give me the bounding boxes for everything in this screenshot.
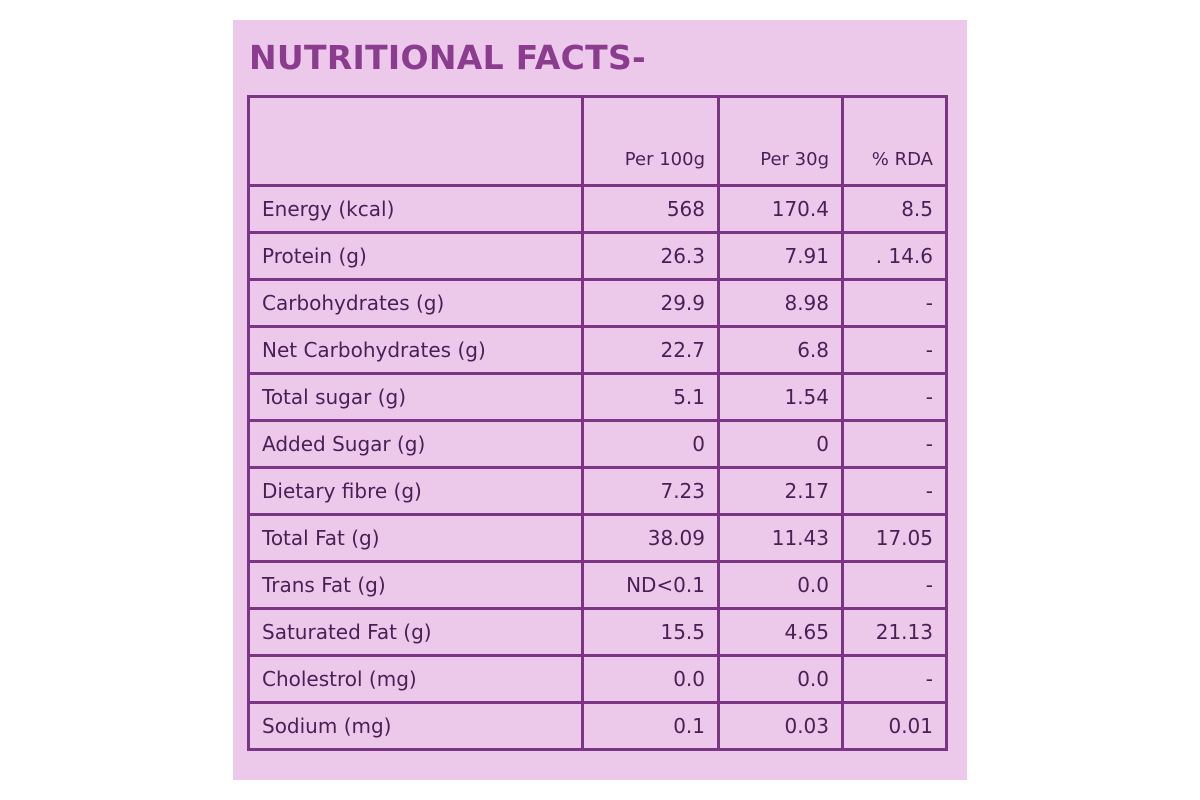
table-row: Cholestrol (mg) 0.0 0.0 - xyxy=(249,656,947,703)
value-per-30g: 2.17 xyxy=(719,468,843,515)
value-per-30g: 0 xyxy=(719,421,843,468)
value-per-30g: 0.0 xyxy=(719,656,843,703)
value-rda: - xyxy=(843,562,947,609)
table-row: Dietary fibre (g) 7.23 2.17 - xyxy=(249,468,947,515)
value-rda: - xyxy=(843,280,947,327)
value-rda: - xyxy=(843,468,947,515)
value-per-100g: 568 xyxy=(583,186,719,233)
header-rda: % RDA xyxy=(843,97,947,186)
nutrient-label: Total sugar (g) xyxy=(249,374,583,421)
nutrient-label: Cholestrol (mg) xyxy=(249,656,583,703)
page-title: NUTRITIONAL FACTS- xyxy=(249,38,646,77)
value-per-30g: 4.65 xyxy=(719,609,843,656)
value-rda: - xyxy=(843,327,947,374)
value-per-30g: 170.4 xyxy=(719,186,843,233)
value-rda: . 14.6 xyxy=(843,233,947,280)
nutrient-label: Net Carbohydrates (g) xyxy=(249,327,583,374)
value-per-30g: 11.43 xyxy=(719,515,843,562)
value-per-100g: 22.7 xyxy=(583,327,719,374)
value-per-30g: 8.98 xyxy=(719,280,843,327)
value-per-100g: ND<0.1 xyxy=(583,562,719,609)
header-per-100g: Per 100g xyxy=(583,97,719,186)
value-per-100g: 5.1 xyxy=(583,374,719,421)
nutrient-label: Trans Fat (g) xyxy=(249,562,583,609)
value-per-100g: 0.1 xyxy=(583,703,719,750)
table-row: Trans Fat (g) ND<0.1 0.0 - xyxy=(249,562,947,609)
value-per-100g: 0.0 xyxy=(583,656,719,703)
value-per-30g: 6.8 xyxy=(719,327,843,374)
nutrient-label: Saturated Fat (g) xyxy=(249,609,583,656)
nutrient-label: Sodium (mg) xyxy=(249,703,583,750)
value-per-30g: 7.91 xyxy=(719,233,843,280)
nutrient-label: Dietary fibre (g) xyxy=(249,468,583,515)
table-row: Sodium (mg) 0.1 0.03 0.01 xyxy=(249,703,947,750)
value-per-100g: 29.9 xyxy=(583,280,719,327)
value-per-100g: 38.09 xyxy=(583,515,719,562)
nutrient-label: Added Sugar (g) xyxy=(249,421,583,468)
value-per-100g: 7.23 xyxy=(583,468,719,515)
value-rda: - xyxy=(843,421,947,468)
nutrient-label: Carbohydrates (g) xyxy=(249,280,583,327)
value-per-100g: 26.3 xyxy=(583,233,719,280)
table-row: Energy (kcal) 568 170.4 8.5 xyxy=(249,186,947,233)
value-rda: 21.13 xyxy=(843,609,947,656)
nutrient-label: Energy (kcal) xyxy=(249,186,583,233)
nutrition-panel: NUTRITIONAL FACTS- Per 100g Per 30g % RD… xyxy=(233,20,967,780)
table-header-row: Per 100g Per 30g % RDA xyxy=(249,97,947,186)
value-rda: 8.5 xyxy=(843,186,947,233)
value-rda: 0.01 xyxy=(843,703,947,750)
nutrition-table: Per 100g Per 30g % RDA Energy (kcal) 568… xyxy=(247,95,948,751)
nutrient-label: Total Fat (g) xyxy=(249,515,583,562)
table-row: Protein (g) 26.3 7.91 . 14.6 xyxy=(249,233,947,280)
header-nutrient xyxy=(249,97,583,186)
table-row: Net Carbohydrates (g) 22.7 6.8 - xyxy=(249,327,947,374)
value-rda: - xyxy=(843,656,947,703)
table-row: Total Fat (g) 38.09 11.43 17.05 xyxy=(249,515,947,562)
value-rda: - xyxy=(843,374,947,421)
value-per-100g: 15.5 xyxy=(583,609,719,656)
table-row: Added Sugar (g) 0 0 - xyxy=(249,421,947,468)
value-rda: 17.05 xyxy=(843,515,947,562)
nutrient-label: Protein (g) xyxy=(249,233,583,280)
table-row: Total sugar (g) 5.1 1.54 - xyxy=(249,374,947,421)
value-per-30g: 1.54 xyxy=(719,374,843,421)
header-per-30g: Per 30g xyxy=(719,97,843,186)
value-per-100g: 0 xyxy=(583,421,719,468)
value-per-30g: 0.03 xyxy=(719,703,843,750)
table-row: Carbohydrates (g) 29.9 8.98 - xyxy=(249,280,947,327)
table-row: Saturated Fat (g) 15.5 4.65 21.13 xyxy=(249,609,947,656)
value-per-30g: 0.0 xyxy=(719,562,843,609)
